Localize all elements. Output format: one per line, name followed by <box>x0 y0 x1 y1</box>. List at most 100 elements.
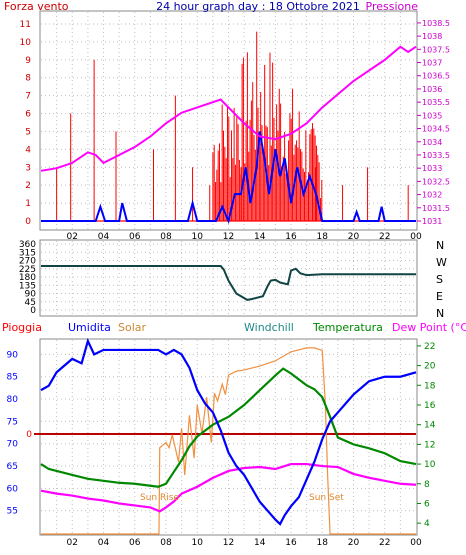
direction-series-line <box>41 265 416 301</box>
bot-x-tick-label: 04 <box>98 538 110 548</box>
temp-tick-label: 18 <box>424 381 436 391</box>
chart-title: 24 hour graph day : 18 Ottobre 2021 <box>156 0 360 13</box>
top-x-tick-label: 00 <box>410 232 422 242</box>
top-x-tick-label: 08 <box>160 232 172 242</box>
temp-tick-label: 12 <box>424 440 435 450</box>
temp-tick-label: 22 <box>424 342 435 352</box>
temp-tick-label: 8 <box>424 480 430 490</box>
humidity-tick-label: 90 <box>7 350 19 360</box>
temp-tick-label: 14 <box>424 421 436 431</box>
humidity-tick-label: 85 <box>7 373 18 383</box>
label-pioggia: Pioggia <box>2 321 42 334</box>
label-umidita: Umidita <box>68 321 111 334</box>
wind-tick-label: 9 <box>25 56 31 66</box>
wind-tick-label: 11 <box>20 20 31 30</box>
pressure-tick-label: 1032.5 <box>422 177 450 186</box>
wind-tick-label: 0 <box>25 217 31 227</box>
temperatura-series-line <box>40 367 417 488</box>
dir-tick-label: 225 <box>19 265 36 275</box>
rain-axis-zero: 0 <box>26 430 32 440</box>
dir-tick-label: 270 <box>19 257 36 267</box>
temp-tick-label: 16 <box>424 401 436 411</box>
humidity-tick-label: 75 <box>7 417 18 427</box>
dir-label-n-top: N <box>436 239 444 252</box>
dir-label-e: E <box>436 290 443 303</box>
wind-tick-label: 7 <box>25 92 31 102</box>
humidity-tick-label: 70 <box>7 440 19 450</box>
top-x-tick-label: 04 <box>98 232 110 242</box>
dir-tick-label: 360 <box>19 240 36 250</box>
dir-tick-label: 180 <box>19 273 36 283</box>
pressure-tick-label: 1037.5 <box>422 45 450 54</box>
bot-x-tick-label: 16 <box>285 538 297 548</box>
pressure-tick-label: 1036.5 <box>422 72 450 81</box>
dir-label-s: S <box>436 273 443 286</box>
wind-tick-label: 2 <box>25 181 31 191</box>
wind-tick-label: 4 <box>25 145 31 155</box>
bot-x-tick-label: 10 <box>192 538 204 548</box>
pressure-tick-label: 1038.5 <box>422 19 450 28</box>
wind-tick-label: 5 <box>25 127 31 137</box>
dir-tick-label: 135 <box>19 281 36 291</box>
bot-x-tick-label: 22 <box>379 538 390 548</box>
temp-tick-label: 20 <box>424 362 436 372</box>
wind-tick-label: 1 <box>25 199 31 209</box>
pressure-series-line <box>40 45 417 172</box>
label-windchill: Windchill <box>244 321 294 334</box>
dir-label-w: W <box>436 256 447 269</box>
dir-tick-label: 45 <box>25 298 36 308</box>
top-x-tick-label: 12 <box>223 232 234 242</box>
top-x-tick-label: 06 <box>129 232 141 242</box>
pressure-tick-label: 1035.5 <box>422 98 450 107</box>
pressure-axis-title: Pressione <box>366 0 419 13</box>
pressure-tick-label: 1032 <box>422 191 442 200</box>
bot-x-tick-label: 00 <box>410 538 422 548</box>
label-solar: Solar <box>118 321 147 334</box>
umidita-series-line <box>40 337 417 526</box>
pressure-tick-label: 1037 <box>422 59 442 68</box>
bot-x-tick-label: 12 <box>223 538 234 548</box>
pressure-tick-label: 1031.5 <box>422 204 450 213</box>
dir-tick-label: 0 <box>30 306 36 316</box>
solar-series-line <box>41 347 416 535</box>
bot-x-tick-label: 06 <box>129 538 141 548</box>
humidity-tick-label: 55 <box>7 507 18 517</box>
pressure-tick-label: 1034.5 <box>422 125 450 134</box>
humidity-tick-label: 80 <box>7 395 19 405</box>
top-x-tick-label: 14 <box>254 232 266 242</box>
top-x-tick-label: 22 <box>379 232 390 242</box>
humidity-tick-label: 60 <box>7 484 19 494</box>
temp-tick-label: 10 <box>424 460 436 470</box>
pressure-tick-label: 1033 <box>422 164 442 173</box>
bot-x-tick-label: 02 <box>67 538 78 548</box>
wind-tick-label: 8 <box>25 74 31 84</box>
bot-x-tick-label: 18 <box>317 538 329 548</box>
bot-x-tick-label: 14 <box>254 538 266 548</box>
pressure-tick-label: 1034 <box>422 138 442 147</box>
dir-tick-label: 315 <box>19 248 36 258</box>
dir-label-n-bottom: N <box>436 307 444 320</box>
pressure-tick-label: 1031 <box>422 217 442 226</box>
pressure-tick-label: 1036 <box>422 85 442 94</box>
sunrise-annotation: Sun Rise <box>140 493 179 503</box>
wind-tick-label: 6 <box>25 110 31 120</box>
temp-tick-label: 4 <box>424 519 430 529</box>
temp-tick-label: 6 <box>424 499 430 509</box>
humidity-tick-label: 65 <box>7 462 18 472</box>
wind-average-line <box>41 131 416 225</box>
top-x-tick-label: 10 <box>192 232 204 242</box>
top-x-tick-label: 16 <box>285 232 297 242</box>
sunset-annotation: Sun Set <box>309 493 344 503</box>
top-x-tick-label: 20 <box>348 232 360 242</box>
top-x-tick-label: 18 <box>317 232 329 242</box>
label-temperatura: Temperatura <box>312 321 383 334</box>
wind-tick-label: 3 <box>25 163 31 173</box>
pressure-tick-label: 1033.5 <box>422 151 450 160</box>
dir-tick-label: 90 <box>25 290 37 300</box>
pressure-tick-label: 1038 <box>422 32 442 41</box>
label-dew-point: Dew Point (°C) <box>392 321 466 334</box>
wind-axis-title: Forza vento <box>4 0 69 13</box>
pressure-tick-label: 1035 <box>422 111 442 120</box>
top-x-tick-label: 02 <box>67 232 78 242</box>
